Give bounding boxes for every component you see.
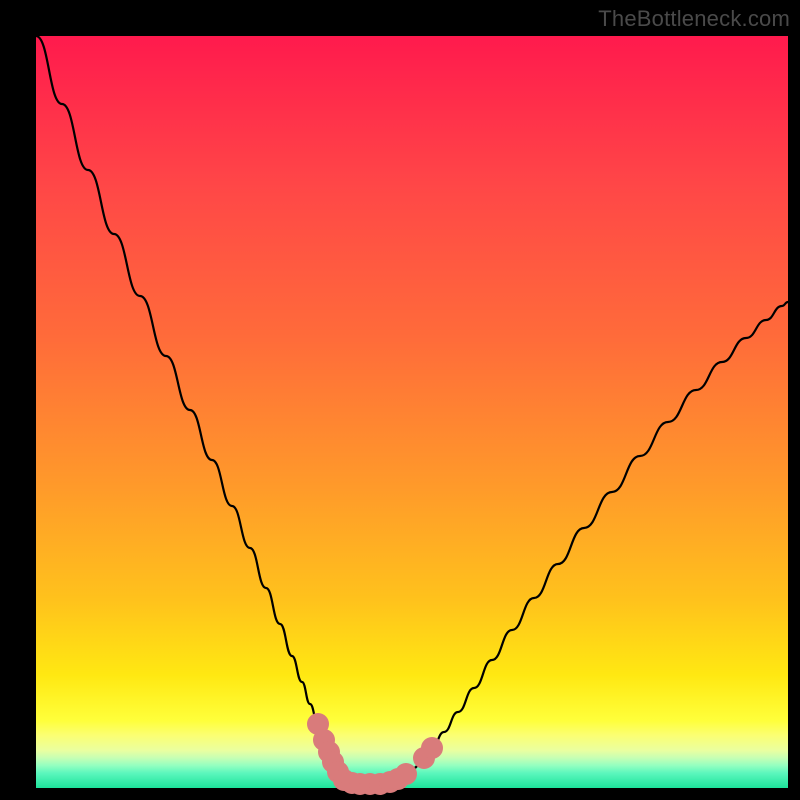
data-marker xyxy=(421,737,443,759)
data-marker xyxy=(395,763,417,785)
curve-path xyxy=(36,36,788,784)
bottleneck-curve xyxy=(0,0,800,800)
watermark: TheBottleneck.com xyxy=(598,6,790,32)
plot-area xyxy=(36,36,788,788)
